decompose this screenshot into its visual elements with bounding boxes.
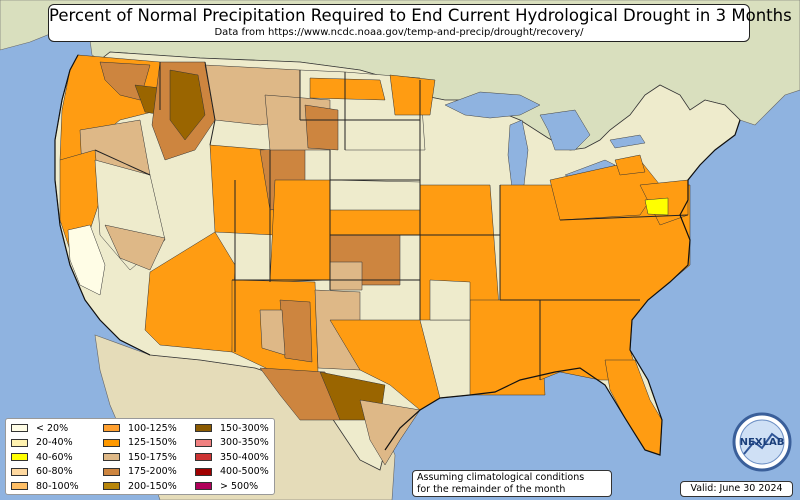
drought-regions [59,54,691,466]
legend-swatch [11,453,28,461]
legend-item: 150-300% [195,422,269,434]
legend-label: 200-150% [128,480,177,492]
legend-swatch [103,467,120,476]
region-nd-orange [309,77,386,101]
region-kansas [329,209,421,236]
coastline [54,54,151,356]
assumption-note: Assuming climatological conditions for t… [412,470,612,497]
legend-swatch [103,424,120,432]
legend-label: 300-350% [220,437,269,448]
legend-item: 350-400% [195,451,269,463]
region-delaware-yellow [644,197,669,216]
legend-swatch [195,467,212,476]
region-wyoming-brown [304,104,339,151]
legend-label: 175-200% [128,466,177,477]
lake-superior [444,91,541,119]
gulf-coast [384,119,741,456]
legend-swatch [195,453,212,461]
legend-label: 100-125% [128,422,177,434]
legend-swatch [11,482,28,490]
legend-label: 150-175% [128,451,177,463]
legend-swatch [195,438,212,447]
legend-item: 400-500% [195,466,269,478]
legend-item: 100-125% [103,422,177,434]
legend-item: < 20% [11,422,68,434]
legend-label: 400-500% [220,466,269,477]
lake-ontario [609,134,646,149]
legend-item: 150-175% [103,451,177,463]
region-nm-tan [259,309,286,356]
region-minnesota-orange [389,74,436,116]
legend-label: 80-100% [36,480,79,492]
region-colorado [269,179,331,283]
map-subtitle: Data from https://www.ncdc.noaa.gov/temp… [214,27,584,38]
legend-swatch [195,482,212,490]
legend-item: > 500% [195,480,258,492]
legend-swatch [11,467,28,476]
legend-swatch [195,424,212,432]
region-pa-orange [614,154,646,176]
region-west-texas [259,367,341,421]
legend-item: 40-60% [11,451,73,463]
legend-swatch [103,453,120,461]
nexlab-logo: NEXLAB [732,412,792,472]
legend-swatch [103,438,120,447]
legend-item: 80-100% [11,480,79,492]
region-california-pale [67,224,106,296]
legend-label: 40-60% [36,451,73,463]
region-mississippi-valley [469,299,546,396]
legend-item: 125-150% [103,437,177,449]
legend-item: 20-40% [11,437,73,449]
legend-item: 60-80% [11,466,73,478]
state-lines [94,61,689,380]
legend-label: > 500% [220,480,259,492]
legend-swatch [11,424,28,432]
lake-huron [539,109,591,151]
logo-text: NEXLAB [740,437,785,448]
legend-swatch [103,482,120,490]
legend-label: < 20% [36,422,69,434]
legend-item: 300-350% [195,437,269,449]
region-oklahoma-tan [329,261,363,291]
region-south-texas [359,399,421,466]
legend-label: 20-40% [36,437,73,448]
note-line-2: for the remainder of the month [417,484,566,495]
title-box: Percent of Normal Precipitation Required… [48,4,792,42]
valid-date: Valid: June 30 2024 [680,481,793,497]
note-line-1: Assuming climatological conditions [417,472,585,483]
map-title: Percent of Normal Precipitation Required… [49,6,792,25]
legend-label: 150-300% [220,422,269,434]
legend: < 20% 20-40% 40-60% 60-80% 80-100% 100-125% 12… [5,418,275,495]
region-plains-white [429,279,471,321]
legend-item: 200-150% [103,480,177,492]
region-nevada-tan [104,224,166,271]
legend-label: 125-150% [128,437,177,448]
legend-label: 350-400% [220,451,269,463]
legend-swatch [11,438,28,447]
legend-label: 60-80% [36,466,73,477]
region-idaho-dark [169,69,206,141]
legend-item: 175-200% [103,466,177,478]
